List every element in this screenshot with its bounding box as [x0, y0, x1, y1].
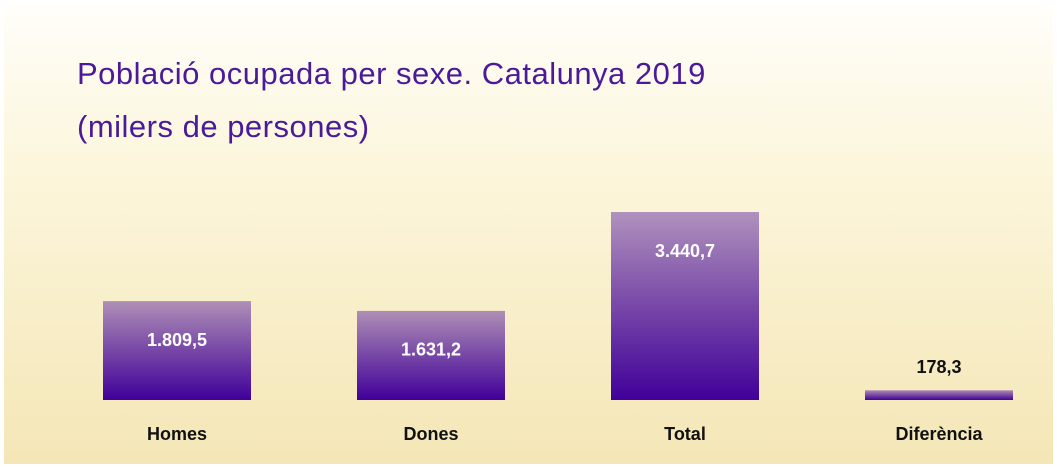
x-tick-label: Homes [147, 424, 207, 444]
x-tick-label: Diferència [895, 424, 983, 444]
chart-title: Població ocupada per sexe. Catalunya 201… [77, 56, 706, 91]
value-label: 3.440,7 [655, 241, 715, 261]
bar [103, 301, 251, 400]
x-tick-label: Total [664, 424, 706, 444]
value-label: 178,3 [916, 357, 961, 377]
bar [865, 390, 1013, 400]
value-label: 1.809,5 [147, 330, 207, 350]
bar [357, 310, 505, 400]
x-tick-label: Dones [403, 424, 458, 444]
bar [611, 212, 759, 400]
value-label: 1.631,2 [401, 340, 461, 360]
chart-subtitle: (milers de persones) [77, 109, 370, 144]
